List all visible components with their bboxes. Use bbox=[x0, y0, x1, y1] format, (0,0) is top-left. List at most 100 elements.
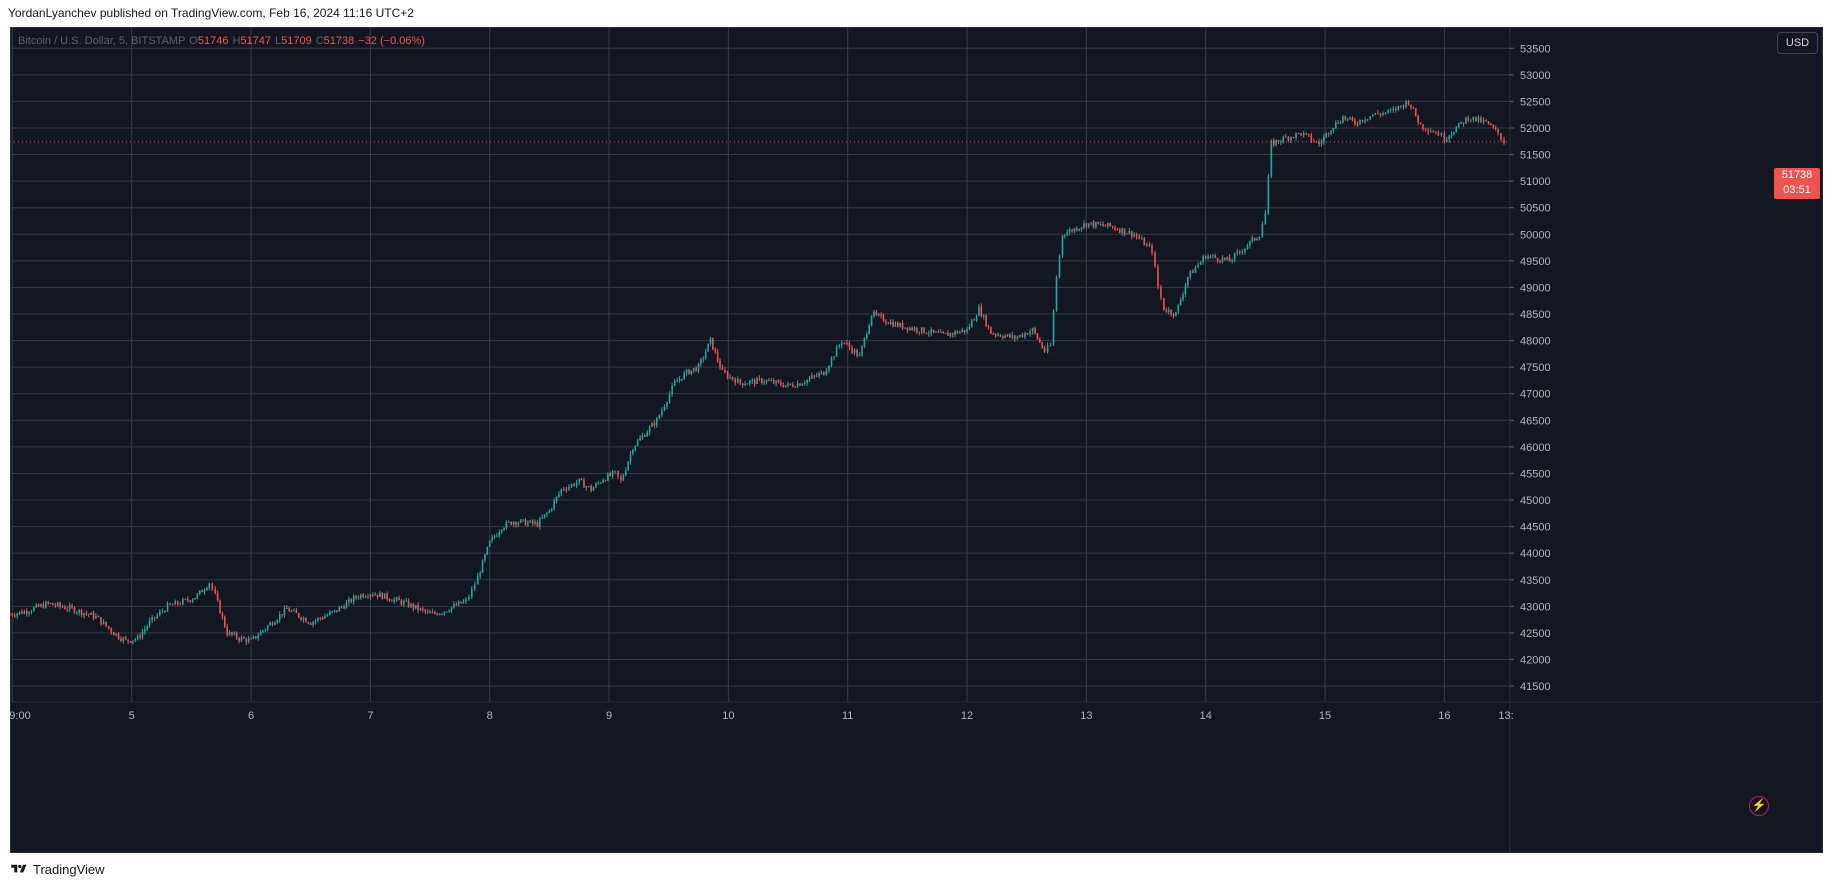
candle-body bbox=[634, 445, 637, 451]
candle-body bbox=[25, 611, 28, 614]
candle-body bbox=[709, 337, 712, 344]
candle-body bbox=[314, 620, 317, 622]
candle-body bbox=[985, 315, 987, 327]
candle-body bbox=[749, 380, 751, 384]
candle-body bbox=[412, 603, 415, 609]
price-tick-label: 49000 bbox=[1520, 282, 1551, 294]
candle-body bbox=[1500, 133, 1502, 140]
candle-body bbox=[1455, 127, 1458, 133]
candle-body bbox=[1004, 335, 1007, 338]
candle-body bbox=[350, 599, 353, 603]
candle-body bbox=[529, 520, 532, 523]
candle-body bbox=[85, 613, 88, 615]
candle-body bbox=[820, 371, 823, 374]
candle-body bbox=[602, 480, 604, 483]
candle-body bbox=[1366, 119, 1369, 121]
candle-body bbox=[1223, 257, 1226, 260]
candle-body bbox=[753, 379, 756, 385]
candle-body bbox=[132, 640, 134, 643]
candle-body bbox=[1318, 141, 1320, 144]
candle-body bbox=[438, 613, 441, 615]
candle-body bbox=[319, 617, 322, 619]
candle-body bbox=[476, 575, 479, 585]
candle-body bbox=[873, 311, 875, 316]
last-price-value: 51738 bbox=[1781, 169, 1813, 181]
candle-body bbox=[639, 437, 641, 441]
candle-body bbox=[1212, 255, 1214, 257]
candle-body bbox=[97, 615, 100, 618]
candle-body bbox=[1472, 116, 1475, 120]
candle-body bbox=[671, 385, 673, 394]
candle-body bbox=[877, 314, 880, 316]
candle-body bbox=[1270, 140, 1273, 176]
candle-body bbox=[312, 621, 314, 625]
candle-body bbox=[134, 639, 137, 641]
candle-body bbox=[369, 594, 372, 597]
time-tick-label: 6 bbox=[248, 710, 254, 722]
candle-body bbox=[944, 332, 947, 334]
price-chart[interactable]: 41500 42000 42500 43000 43500 44000 44500 45000… bbox=[10, 27, 1823, 853]
candle-body bbox=[68, 605, 71, 610]
candle-body bbox=[870, 315, 873, 326]
candle-body bbox=[928, 333, 930, 335]
candle-body bbox=[174, 601, 176, 605]
candle-body bbox=[355, 596, 357, 598]
candle-body bbox=[500, 529, 503, 533]
candle-body bbox=[290, 610, 293, 612]
price-tick-label: 53500 bbox=[1520, 43, 1551, 55]
candle-body bbox=[808, 378, 811, 380]
lightning-icon[interactable]: ⚡ bbox=[1749, 796, 1769, 816]
candle-body bbox=[196, 594, 199, 598]
candle-body bbox=[550, 508, 553, 511]
candle-body bbox=[925, 333, 928, 335]
candle-body bbox=[110, 628, 113, 633]
candle-body bbox=[498, 532, 501, 536]
candle-body bbox=[33, 607, 35, 612]
candle-body bbox=[1076, 228, 1078, 231]
candle-body bbox=[676, 380, 678, 382]
candle-body bbox=[772, 380, 775, 384]
candle-body bbox=[963, 329, 966, 333]
candle-body bbox=[388, 599, 391, 601]
candle-body bbox=[763, 381, 765, 383]
candle-body bbox=[100, 617, 102, 625]
candle-body bbox=[846, 342, 848, 344]
candle-body bbox=[1011, 335, 1014, 338]
candle-body bbox=[968, 326, 971, 329]
candle-body bbox=[136, 635, 139, 640]
price-tick-label: 48500 bbox=[1520, 309, 1551, 321]
candle-body bbox=[897, 322, 899, 327]
candle-body bbox=[374, 594, 376, 596]
candle-body bbox=[1290, 137, 1292, 141]
currency-button[interactable]: USD bbox=[1777, 32, 1818, 54]
candle-body bbox=[1130, 230, 1133, 237]
candle-body bbox=[1187, 276, 1189, 286]
candle-body bbox=[592, 487, 595, 491]
candle-body bbox=[815, 375, 818, 377]
candle-body bbox=[697, 364, 700, 372]
high-value: 51747 bbox=[240, 35, 271, 47]
candle-body bbox=[80, 609, 83, 616]
price-tick-label: 41500 bbox=[1520, 681, 1551, 693]
candle-body bbox=[678, 379, 681, 381]
candle-body bbox=[666, 402, 668, 407]
candle-body bbox=[889, 321, 892, 324]
candle-body bbox=[663, 406, 666, 411]
candle-body bbox=[1207, 256, 1209, 259]
candle-body bbox=[1285, 136, 1287, 138]
candle-body bbox=[1192, 270, 1194, 273]
candle-body bbox=[21, 611, 23, 614]
candle-body bbox=[445, 611, 448, 613]
candle-body bbox=[971, 320, 973, 327]
candle-body bbox=[994, 333, 997, 336]
candle-body bbox=[166, 603, 169, 612]
candle-body bbox=[894, 322, 897, 327]
candle-body bbox=[240, 637, 243, 641]
candle-body bbox=[1111, 226, 1114, 228]
candle-body bbox=[414, 605, 417, 609]
candle-body bbox=[760, 378, 763, 383]
candle-body bbox=[1228, 257, 1231, 262]
candle-body bbox=[83, 613, 85, 616]
candle-body bbox=[1339, 122, 1342, 124]
candle-body bbox=[707, 343, 709, 352]
